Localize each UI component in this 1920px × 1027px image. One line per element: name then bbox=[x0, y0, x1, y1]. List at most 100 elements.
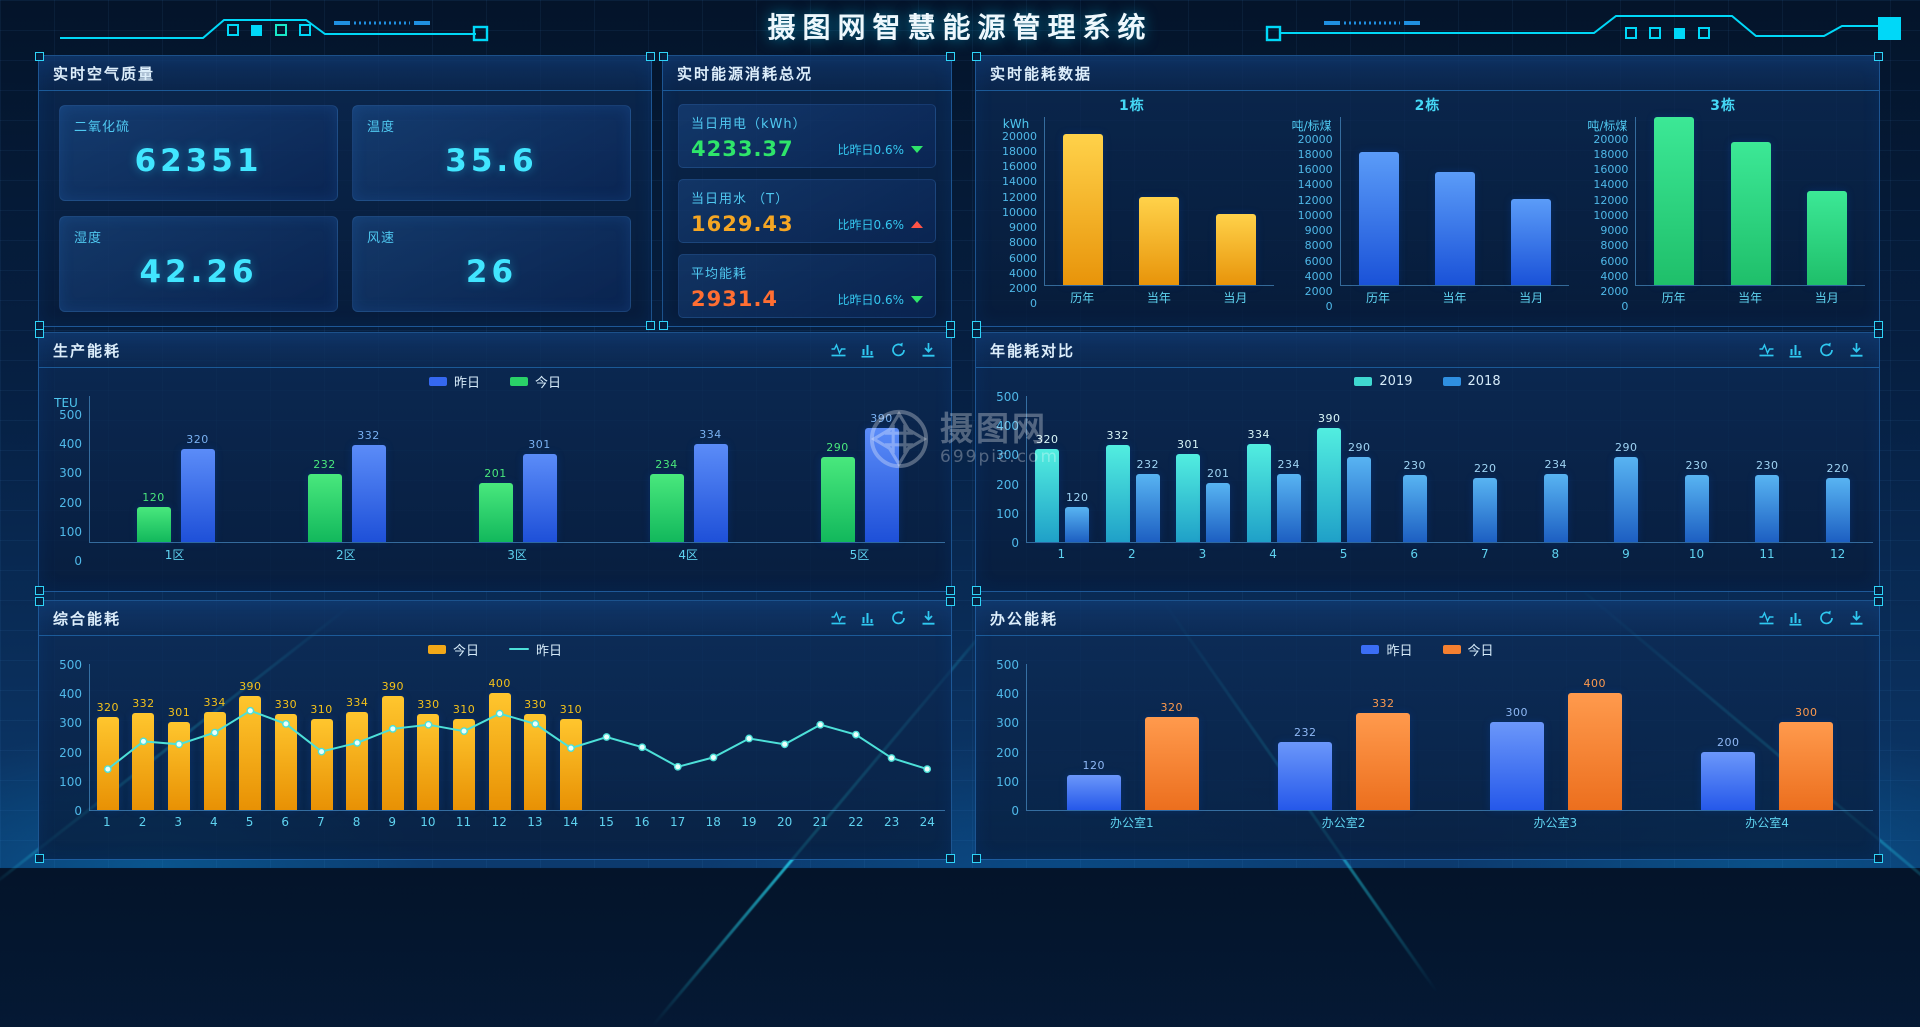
refresh-icon[interactable] bbox=[890, 342, 907, 358]
bar-2018[interactable] bbox=[1684, 474, 1709, 542]
bar-昨日[interactable] bbox=[522, 454, 557, 542]
refresh-icon[interactable] bbox=[1818, 610, 1835, 626]
bar-今日[interactable] bbox=[1144, 716, 1199, 810]
legend-item-今日[interactable]: 今日 bbox=[510, 372, 561, 391]
bar-今日[interactable] bbox=[274, 713, 297, 810]
bar-能耗[interactable] bbox=[1358, 152, 1399, 285]
legend-item-昨日[interactable]: 昨日 bbox=[509, 640, 562, 659]
bar-能耗[interactable] bbox=[1806, 190, 1847, 285]
x-label: 5区 bbox=[849, 547, 870, 562]
corner-decor bbox=[1874, 854, 1883, 863]
bar-group: 390 290 bbox=[1309, 396, 1380, 542]
bar-chart-icon[interactable] bbox=[860, 610, 877, 626]
bar-value-label: 332 bbox=[357, 429, 380, 443]
legend-item-今日[interactable]: 今日 bbox=[427, 640, 479, 659]
bar-2018[interactable] bbox=[1135, 474, 1160, 542]
bar-能耗[interactable] bbox=[1063, 133, 1104, 285]
bar-今日[interactable] bbox=[168, 722, 191, 810]
bar-昨日[interactable] bbox=[180, 448, 215, 542]
legend-item-昨日[interactable]: 昨日 bbox=[428, 372, 480, 391]
legend-item-2018[interactable]: 2018 bbox=[1442, 374, 1501, 389]
bar-value-label: 334 bbox=[1247, 428, 1270, 442]
bar-value-label: 220 bbox=[1826, 461, 1849, 475]
bar-2018[interactable] bbox=[1755, 474, 1780, 542]
refresh-icon[interactable] bbox=[1818, 342, 1835, 358]
bar-昨日[interactable] bbox=[693, 444, 728, 542]
bar-2019[interactable] bbox=[1317, 428, 1342, 542]
bar-昨日[interactable] bbox=[1701, 751, 1756, 810]
legend-item-2019[interactable]: 2019 bbox=[1354, 374, 1413, 389]
legend-item-今日[interactable]: 今日 bbox=[1442, 640, 1494, 659]
refresh-icon[interactable] bbox=[890, 610, 907, 626]
bar-今日[interactable] bbox=[559, 719, 582, 810]
bar-今日[interactable] bbox=[1356, 713, 1411, 810]
bar-今日[interactable] bbox=[203, 712, 226, 810]
bar-2018[interactable] bbox=[1065, 506, 1090, 542]
bar-2018[interactable] bbox=[1614, 457, 1639, 542]
bar-2019[interactable] bbox=[1035, 448, 1060, 542]
summary-compare: 比昨日0.6% bbox=[838, 291, 923, 308]
bar-今日[interactable] bbox=[310, 719, 333, 810]
bar-2019[interactable] bbox=[1176, 454, 1201, 542]
x-label: 3 bbox=[1198, 547, 1207, 561]
bar-今日[interactable] bbox=[1779, 722, 1834, 810]
download-icon[interactable] bbox=[1848, 342, 1865, 358]
bar-昨日[interactable] bbox=[351, 445, 386, 542]
bar-昨日[interactable] bbox=[864, 428, 899, 542]
bar-能耗[interactable] bbox=[1435, 172, 1475, 285]
bar-昨日[interactable] bbox=[1066, 774, 1121, 810]
corner-decor bbox=[972, 586, 981, 595]
bar-2019[interactable] bbox=[1105, 445, 1130, 542]
download-icon[interactable] bbox=[920, 342, 937, 358]
line-chart-icon[interactable] bbox=[1758, 610, 1775, 626]
bar-能耗[interactable] bbox=[1215, 213, 1256, 285]
bar-今日[interactable] bbox=[96, 716, 119, 810]
bar-今日[interactable] bbox=[307, 474, 342, 542]
bar-今日[interactable] bbox=[132, 713, 155, 810]
summary-item: 当日用水 （T） 1629.43 比昨日0.6% bbox=[678, 179, 936, 243]
x-label: 2 bbox=[1128, 547, 1136, 561]
y-axis: 吨/标煤 20000 18000 16000 14000 12000 10000 9000 80… bbox=[1579, 117, 1635, 329]
x-label: 3区 bbox=[507, 547, 527, 562]
bar-能耗[interactable] bbox=[1730, 142, 1771, 285]
bar-今日[interactable] bbox=[488, 693, 511, 810]
bar-今日[interactable] bbox=[346, 712, 369, 810]
building-charts: 1栋 kWh 20000 18000 16000 14000 12000 10000 9000 8… bbox=[976, 91, 1879, 322]
panel-production-energy: 生产能耗 昨日 今日 TEU 500 400 300 200 100 0 120 320 232 332… bbox=[35, 329, 955, 595]
bar-2018[interactable] bbox=[1825, 477, 1850, 542]
bar-chart-icon[interactable] bbox=[1788, 610, 1805, 626]
bar-今日[interactable] bbox=[1567, 693, 1622, 810]
bar-chart-icon[interactable] bbox=[860, 342, 877, 358]
legend-item-昨日[interactable]: 昨日 bbox=[1361, 640, 1413, 659]
bar-value-label: 332 bbox=[1372, 697, 1395, 711]
bar-2019[interactable] bbox=[1246, 444, 1271, 542]
bar-能耗[interactable] bbox=[1139, 196, 1180, 285]
bar-今日[interactable] bbox=[453, 719, 476, 810]
bar-昨日[interactable] bbox=[1489, 722, 1544, 810]
bar-2018[interactable] bbox=[1402, 474, 1427, 542]
bar-2018[interactable] bbox=[1543, 473, 1568, 542]
bar-能耗[interactable] bbox=[1511, 199, 1552, 285]
bar-2018[interactable] bbox=[1347, 457, 1372, 542]
bar-2018[interactable] bbox=[1473, 477, 1498, 542]
bar-2018[interactable] bbox=[1206, 483, 1231, 542]
bar-昨日[interactable] bbox=[1278, 742, 1333, 810]
bar-chip-icon bbox=[1442, 376, 1461, 386]
bar-2018[interactable] bbox=[1276, 473, 1301, 542]
bar-能耗[interactable] bbox=[1654, 117, 1695, 285]
line-chart-icon[interactable] bbox=[830, 342, 847, 358]
download-icon[interactable] bbox=[1848, 610, 1865, 626]
bar-今日[interactable] bbox=[478, 483, 513, 542]
page-title: 摄图网智慧能源管理系统 bbox=[767, 11, 1153, 44]
download-icon[interactable] bbox=[920, 610, 937, 626]
bar-今日[interactable] bbox=[381, 696, 404, 810]
bar-今日[interactable] bbox=[524, 713, 547, 810]
line-chart-icon[interactable] bbox=[830, 610, 847, 626]
bar-chart-icon[interactable] bbox=[1788, 342, 1805, 358]
bar-今日[interactable] bbox=[649, 473, 684, 542]
bar-今日[interactable] bbox=[136, 506, 171, 542]
bar-今日[interactable] bbox=[239, 696, 262, 810]
bar-今日[interactable] bbox=[417, 713, 440, 810]
line-chart-icon[interactable] bbox=[1758, 342, 1775, 358]
bar-今日[interactable] bbox=[820, 457, 855, 542]
